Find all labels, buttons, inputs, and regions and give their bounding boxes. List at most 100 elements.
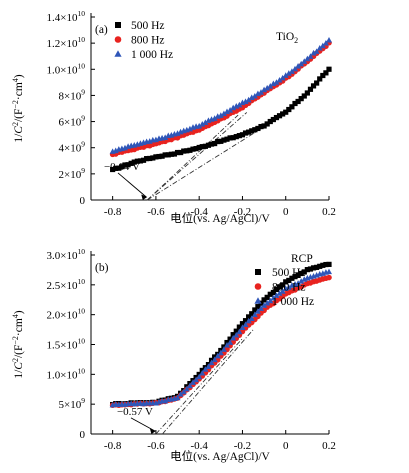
x-tick-label: 0.2 [322, 440, 336, 452]
data-point-triangle [196, 122, 203, 129]
data-point-triangle [310, 49, 317, 56]
data-point-triangle [301, 58, 308, 64]
data-point-triangle [196, 373, 203, 380]
y-tick-label: 1.5×1010 [47, 337, 86, 352]
y-tick-label: 5×109 [59, 396, 86, 411]
data-point-square [301, 93, 307, 99]
data-point-triangle [261, 302, 268, 308]
data-point-triangle [245, 96, 252, 103]
data-point-square [110, 166, 116, 173]
panel-label: (b) [95, 262, 109, 274]
data-point-square [168, 151, 174, 157]
data-point-square [184, 148, 190, 154]
data-point-triangle [227, 107, 234, 113]
fit-line [146, 114, 239, 201]
legend-marker-triangle [254, 297, 262, 304]
y-tick-label: 1.0×1010 [47, 366, 86, 381]
x-tick-label: -0.2 [234, 206, 251, 218]
data-point-square [258, 123, 264, 130]
material-label: TiO2 [276, 31, 298, 45]
annotation-arrow [117, 172, 147, 198]
data-point-triangle [236, 101, 243, 108]
data-point-triangle [230, 104, 237, 111]
data-point-triangle [186, 382, 193, 389]
data-point-triangle [298, 278, 305, 284]
data-point-square [264, 121, 270, 127]
data-point-square [122, 162, 128, 168]
y-axis-title: 1/C2/(F−2·cm4) [11, 74, 25, 142]
data-point-square [215, 138, 221, 145]
panel-label: (a) [95, 24, 108, 36]
data-point-square [270, 116, 276, 123]
y-tick-label: 1.2×1010 [47, 35, 86, 50]
y-tick-label: 1.0×1010 [47, 61, 86, 76]
data-point-square [261, 297, 267, 303]
data-point-triangle [279, 288, 286, 294]
data-point-triangle [251, 311, 258, 318]
data-point-square [273, 286, 280, 293]
data-point-square [113, 165, 119, 171]
data-point-triangle [162, 397, 169, 404]
data-point-triangle [264, 299, 271, 306]
data-point-triangle [304, 55, 311, 62]
data-point-square [190, 146, 196, 152]
x-tick-label: -0.8 [104, 440, 122, 452]
data-point-triangle [245, 317, 252, 324]
data-point-triangle [254, 308, 261, 314]
x-tick-label: 0 [283, 206, 289, 218]
data-point-triangle [258, 89, 264, 95]
x-tick-label: -0.6 [147, 206, 165, 218]
data-point-square [289, 275, 295, 281]
data-point-square [128, 160, 134, 166]
data-point-square [144, 156, 150, 162]
legend-label: 500 Hz [131, 20, 165, 32]
data-point-triangle [227, 339, 234, 345]
data-point-triangle [242, 98, 249, 104]
legend-label: 1 000 Hz [131, 49, 173, 61]
data-point-square [181, 148, 187, 154]
x-tick-label: -0.6 [147, 440, 165, 452]
data-point-square [307, 86, 314, 92]
data-point-triangle [220, 110, 227, 117]
data-point-square [233, 328, 239, 334]
data-point-square [236, 324, 242, 330]
data-point-triangle [217, 349, 224, 356]
data-point-triangle [307, 53, 314, 59]
data-point-triangle [264, 84, 271, 91]
panel-b: 0 5×109 1.0×1010 1.5×1010 2.0×1010 2.5×1010 3.… [11, 247, 336, 463]
data-point-square [119, 164, 125, 170]
data-point-triangle [122, 144, 128, 151]
data-point-square [140, 157, 147, 163]
data-point-square [317, 263, 323, 269]
data-point-square [137, 158, 144, 164]
data-point-triangle [202, 119, 209, 125]
data-point-square [270, 289, 276, 296]
data-point-triangle [267, 83, 274, 89]
data-point-square [202, 143, 208, 149]
data-point-square [150, 155, 156, 161]
y-axis-title: 1/C2/(F−2·cm4) [11, 310, 25, 378]
data-point-triangle [220, 346, 227, 352]
data-point-square [283, 109, 289, 115]
x-tick-label: 0 [283, 440, 289, 452]
series-500hz [110, 66, 332, 173]
data-point-square [298, 270, 304, 277]
y-tick-label: 4×109 [59, 140, 86, 155]
data-point-square [267, 291, 273, 297]
data-point-triangle [162, 134, 169, 140]
data-point-square [153, 154, 159, 160]
data-point-square [267, 118, 273, 125]
data-point-square [295, 272, 301, 278]
data-point-triangle [326, 36, 332, 43]
data-point-square [326, 261, 332, 267]
y-tick-label: 2.5×1010 [47, 277, 86, 292]
data-point-square [301, 269, 307, 275]
data-point-square [134, 158, 140, 164]
data-point-square [147, 155, 153, 162]
legend: 500 Hz 800 Hz 1 000 Hz [254, 267, 314, 308]
x-tick-label: -0.4 [190, 440, 208, 452]
data-point-triangle [270, 294, 277, 301]
legend-marker-square [115, 22, 121, 28]
data-point-square [230, 135, 236, 141]
